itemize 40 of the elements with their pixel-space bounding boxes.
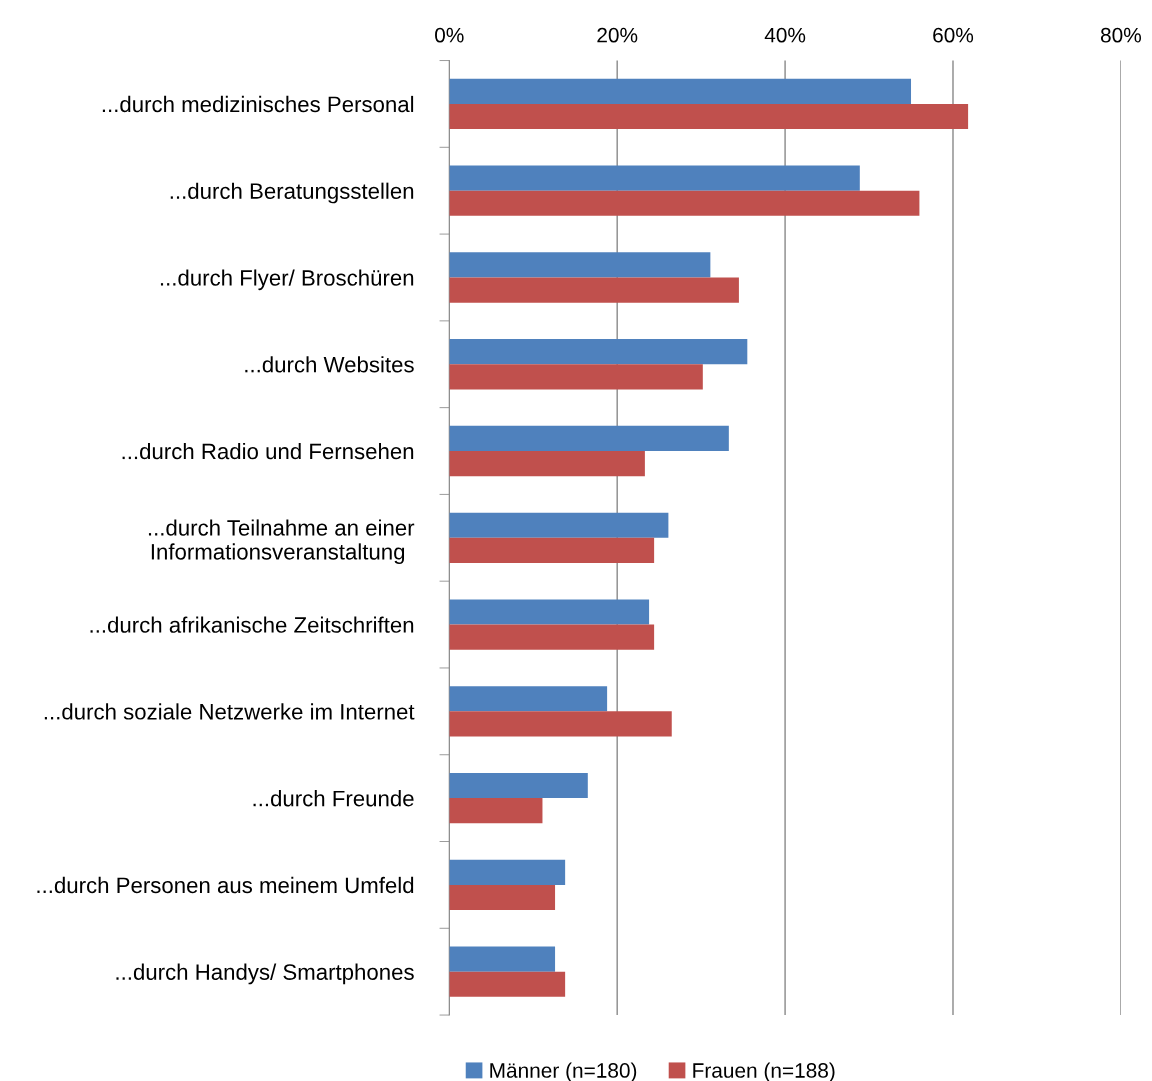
bar [449, 425, 729, 452]
x-tick-label: 80% [1100, 27, 1141, 43]
y-tick-label: ...durch Websites [245, 356, 414, 373]
bar [449, 971, 566, 997]
y-tick-label: ...durch Beratungsstellen [170, 182, 414, 204]
bar [449, 537, 655, 563]
bar [449, 946, 556, 972]
bar [449, 364, 703, 390]
bar [449, 339, 748, 365]
bar [449, 798, 543, 824]
bar [449, 859, 566, 885]
y-tick-label: ...durch medizinisches Personal [102, 95, 414, 113]
bar [449, 277, 739, 303]
y-tick-label: ...durch Teilnahme an einer Informationsveranstaltung [148, 519, 415, 565]
bar [449, 686, 608, 712]
bar [449, 624, 655, 650]
x-tick-label: 40% [764, 27, 806, 43]
y-tick-label: ...durch Flyer/ Broschüren [160, 269, 414, 291]
bar [449, 78, 912, 104]
y-tick-label: ...durch Personen aus meinem Umfeld [37, 876, 414, 894]
bar [449, 252, 711, 278]
x-tick-label: 60% [933, 27, 974, 43]
y-tick-label: ...durch afrikanische Zeitschriften [90, 616, 414, 633]
x-tick-label: 20% [597, 27, 638, 43]
y-tick-label: ...durch Radio und Fernsehen [122, 442, 414, 460]
y-tick-label: ...durch Handys/ Smartphones [116, 963, 414, 985]
bar [449, 711, 672, 737]
bar [449, 451, 645, 477]
bar [449, 599, 650, 625]
bar [449, 190, 920, 216]
bar [449, 512, 669, 538]
bar [449, 165, 860, 191]
bar [449, 772, 588, 799]
legend-label: Männer (n=180) [490, 1062, 637, 1081]
bar [449, 884, 556, 911]
y-tick-label: ...durch soziale Netzwerke im Internet [44, 703, 415, 720]
legend-label: Frauen (n=188) [693, 1062, 835, 1081]
x-tick-label: 0% [435, 27, 464, 43]
bar [449, 103, 969, 130]
y-tick-label: ...durch Freunde [253, 790, 414, 807]
